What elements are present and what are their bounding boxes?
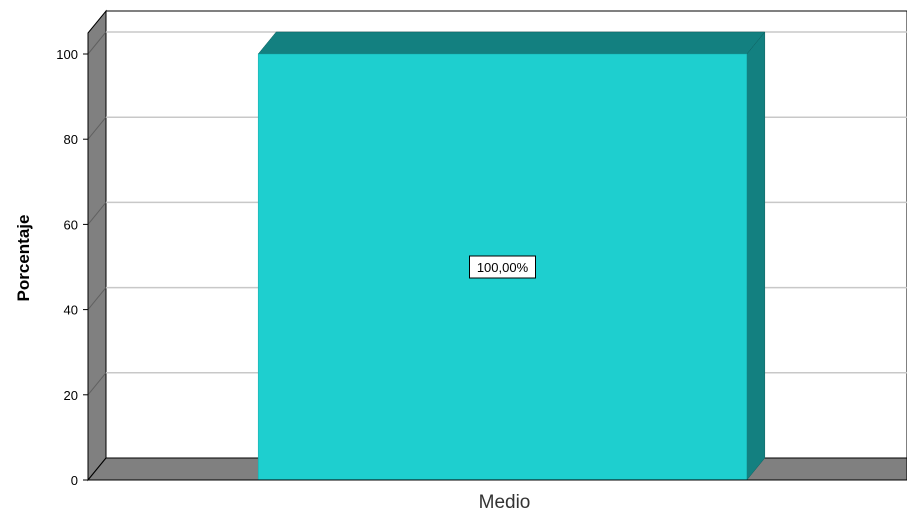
gridline-depth — [87, 287, 107, 310]
y-ticks: 0 20 40 60 80 100 — [56, 33, 907, 488]
left-wall — [87, 9, 107, 482]
y-tick-label: 80 — [64, 132, 78, 147]
data-label-box — [469, 255, 536, 279]
y-tick-label: 40 — [64, 303, 78, 318]
bars: 100,00% — [257, 31, 766, 481]
y-tick-label: 20 — [64, 388, 78, 403]
y-tick-label: 100 — [56, 47, 78, 62]
gridline-depth — [87, 31, 107, 55]
bar-top — [257, 31, 766, 55]
x-labels: Medio — [479, 492, 531, 513]
bar-side — [746, 31, 766, 481]
data-label: 100,00% — [477, 260, 529, 275]
y-tick-label: 0 — [71, 473, 78, 488]
y-tick-label: 60 — [64, 217, 78, 232]
x-tick-label: Medio — [479, 492, 531, 513]
gridline-depth — [87, 116, 107, 140]
y-axis-label: Porcentaje — [14, 215, 33, 302]
gridline-depth — [87, 372, 107, 396]
gridline-depth — [87, 202, 107, 225]
